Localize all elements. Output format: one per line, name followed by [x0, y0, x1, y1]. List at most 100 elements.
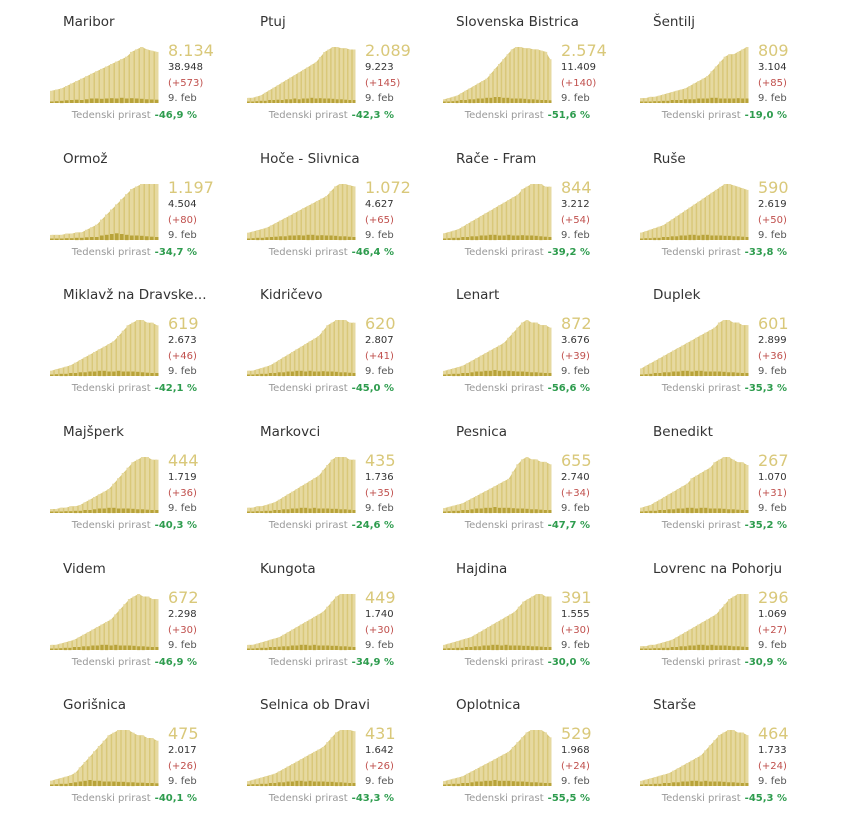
- new-cases-bar: [732, 98, 736, 103]
- active-cases-bar: [456, 367, 460, 376]
- active-cases-bar: [475, 218, 479, 240]
- municipality-panel: Šentilj 809 3.104 (+85) 9. feb Tedenski prira…: [590, 0, 789, 137]
- new-cases-bar: [330, 781, 334, 786]
- new-cases-bar: [447, 238, 451, 240]
- new-cases-bar: [679, 235, 683, 240]
- weekly-growth: Tedenski prirast -42,1 %: [72, 383, 197, 394]
- new-cases-bar: [684, 99, 687, 104]
- active-cases-bar: [273, 773, 277, 786]
- new-cases-bar: [352, 237, 356, 240]
- new-cases-bar: [321, 781, 325, 786]
- new-cases-bar: [736, 236, 740, 241]
- new-cases-bar: [670, 100, 674, 103]
- active-cases-bar: [507, 337, 511, 376]
- active-cases-bar: [331, 47, 335, 103]
- active-cases-bar: [70, 233, 74, 240]
- new-cases-bar: [302, 98, 305, 103]
- active-cases-bar: [265, 227, 269, 240]
- active-cases-bar: [500, 619, 504, 650]
- active-cases-bar: [247, 97, 250, 103]
- new-cases-bar: [498, 370, 502, 377]
- new-cases-bar: [273, 373, 277, 376]
- weekly-growth-value: -34,7 %: [154, 247, 197, 258]
- active-cases-bar: [714, 614, 718, 650]
- active-cases-bar: [713, 327, 717, 376]
- new-cases-bar: [710, 644, 714, 651]
- active-cases-bar: [456, 229, 460, 240]
- new-cases-bar: [708, 371, 712, 376]
- weekly-growth-label: Tedenski prirast: [464, 110, 544, 121]
- active-cases-bar: [150, 322, 154, 376]
- new-cases-bar: [640, 648, 643, 650]
- active-cases-bar: [145, 738, 149, 786]
- new-cases-bar: [340, 99, 343, 104]
- new-cases-bar: [141, 646, 145, 651]
- active-cases-value: 529: [561, 724, 592, 743]
- active-cases-bar: [272, 87, 276, 103]
- new-cases-bar: [525, 781, 529, 786]
- active-cases-bar: [520, 737, 524, 786]
- active-cases-value: 2.089: [365, 41, 411, 60]
- weekly-growth-label: Tedenski prirast: [464, 247, 544, 258]
- active-cases-bar: [695, 758, 699, 786]
- weekly-growth: Tedenski prirast -34,7 %: [72, 247, 197, 258]
- new-cases-bar: [304, 507, 308, 514]
- total-cases-value: 2.807: [365, 335, 394, 346]
- active-cases-bar: [310, 64, 314, 103]
- new-cases-bar: [102, 781, 106, 786]
- new-cases-bar: [648, 101, 652, 103]
- new-cases-bar: [502, 370, 506, 377]
- active-cases-value: 619: [168, 314, 199, 333]
- active-cases-bar: [291, 764, 294, 786]
- active-cases-bar: [662, 774, 666, 786]
- active-cases-bar: [348, 322, 352, 376]
- new-cases-bar: [135, 235, 139, 240]
- new-cases-bar: [475, 236, 479, 241]
- new-cases-bar: [536, 99, 539, 103]
- new-cases-bar: [297, 99, 301, 104]
- active-cases-bar: [534, 322, 538, 376]
- active-cases-bar: [251, 507, 255, 513]
- active-cases-bar: [255, 643, 259, 650]
- total-cases-value: 2.899: [758, 335, 787, 346]
- new-cases-bar: [70, 100, 74, 103]
- new-cases-bar: [126, 371, 130, 376]
- new-cases-bar: [493, 780, 497, 786]
- new-cases-bar: [326, 781, 330, 786]
- new-cases-bar: [461, 510, 465, 513]
- weekly-growth: Tedenski prirast -43,3 %: [269, 793, 394, 804]
- active-cases-bar: [530, 730, 534, 786]
- active-cases-bar: [348, 459, 352, 513]
- date-label: 9. feb: [561, 640, 590, 651]
- active-cases-bar: [88, 499, 92, 513]
- new-cases-value: (+46): [168, 351, 197, 362]
- new-cases-bar: [465, 647, 468, 650]
- new-cases-bar: [112, 781, 116, 786]
- active-cases-bar: [516, 742, 520, 786]
- active-cases-bar: [251, 644, 255, 650]
- active-cases-bar: [348, 730, 352, 786]
- active-cases-bar: [548, 327, 552, 376]
- active-cases-bar: [688, 207, 692, 240]
- new-cases-bar: [658, 783, 662, 787]
- active-cases-bar: [131, 732, 135, 786]
- new-cases-bar: [468, 99, 472, 104]
- active-cases-bar: [255, 96, 259, 103]
- active-cases-bar: [304, 483, 308, 513]
- new-cases-bar: [343, 782, 347, 786]
- new-cases-bar: [692, 234, 696, 241]
- active-cases-bar: [510, 49, 514, 103]
- new-cases-bar: [295, 508, 299, 513]
- new-cases-bar: [251, 648, 255, 650]
- new-cases-bar: [723, 98, 727, 103]
- active-cases-bar: [288, 215, 292, 240]
- active-cases-bar: [653, 360, 657, 376]
- active-cases-bar: [540, 50, 543, 103]
- active-cases-bar: [666, 641, 670, 650]
- active-cases-bar: [653, 228, 657, 240]
- date-label: 9. feb: [365, 503, 394, 514]
- new-cases-bar: [479, 371, 483, 376]
- municipality-panel: Rače - Fram 844 3.212 (+54) 9. feb Tedenski p…: [393, 137, 592, 274]
- new-cases-bar: [83, 372, 87, 377]
- new-cases-bar: [110, 234, 114, 240]
